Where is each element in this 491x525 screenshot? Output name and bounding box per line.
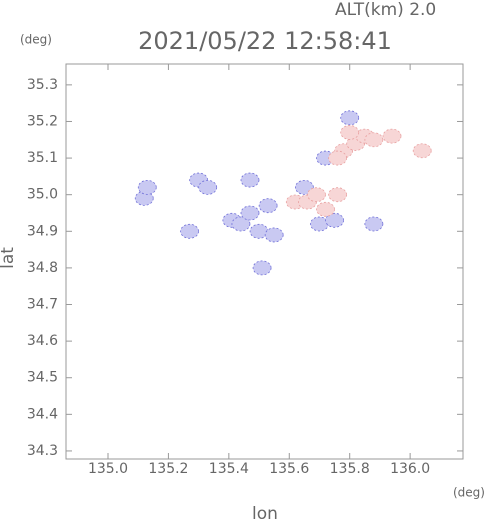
x-tick-label: 136.0	[390, 461, 430, 477]
echo-cell	[231, 216, 251, 232]
y-tick-label: 34.9	[27, 223, 58, 239]
echo-cell	[264, 227, 284, 243]
plot-frame	[65, 63, 464, 460]
echo-cell	[180, 223, 199, 239]
y-axis-label: lat	[0, 247, 18, 269]
echo-cell	[240, 205, 260, 221]
y-tick-label: 34.8	[27, 260, 58, 276]
y-tick-label: 35.2	[27, 113, 58, 129]
echo-cell	[364, 216, 384, 232]
echo-cell	[137, 179, 157, 195]
y-unit: (deg)	[20, 33, 52, 47]
y-tick-label: 34.3	[27, 443, 58, 459]
echo-cell	[325, 212, 344, 228]
echo-cell	[198, 179, 218, 195]
echo-cell	[328, 150, 348, 166]
echo-cell	[328, 187, 348, 203]
echo-cell	[364, 132, 384, 148]
y-tick-label: 35.0	[27, 187, 58, 203]
x-tick-label: 135.0	[88, 461, 128, 477]
echo-cell	[382, 128, 402, 144]
x-tick-label: 135.4	[209, 461, 249, 477]
echo-cell	[340, 125, 360, 140]
echo-cell	[412, 143, 432, 159]
x-unit: (deg)	[453, 486, 485, 500]
altitude-label: ALT(km) 2.0	[335, 0, 436, 20]
y-tick-label: 35.3	[27, 77, 58, 93]
y-tick-label: 35.1	[27, 150, 58, 166]
echo-cell	[316, 201, 335, 217]
echo-cell	[340, 110, 360, 126]
y-tick-label: 34.4	[27, 406, 58, 422]
x-tick-label: 135.6	[269, 461, 309, 477]
x-tick-label: 135.2	[148, 461, 188, 477]
y-tick-label: 34.7	[27, 297, 58, 313]
echo-cell	[252, 260, 272, 276]
echo-cell	[258, 198, 278, 214]
y-tick-label: 34.5	[27, 370, 58, 386]
echo-cell	[240, 172, 260, 188]
x-tick-label: 135.8	[330, 461, 370, 477]
y-tick-label: 34.6	[27, 333, 58, 349]
echo-cell	[307, 187, 326, 203]
chart-title: 2021/05/22 12:58:41	[138, 27, 392, 55]
x-axis-label: lon	[252, 504, 278, 521]
